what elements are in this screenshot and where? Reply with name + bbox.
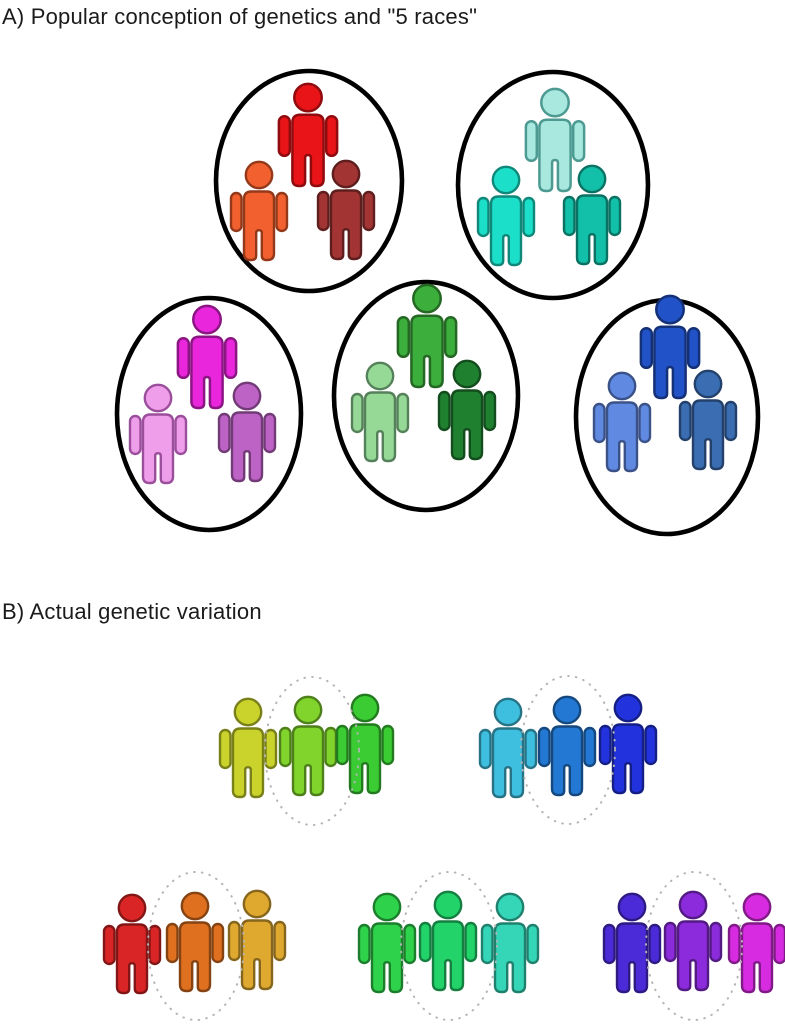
population-blue-cluster [573, 294, 761, 537]
person-icon [478, 697, 538, 799]
person-icon [357, 892, 417, 994]
person-icon [217, 381, 277, 483]
person-icon [437, 359, 497, 461]
person-icon [176, 304, 238, 410]
person-icon [165, 891, 225, 993]
person-icon [128, 383, 188, 485]
dotted-cluster-ellipse [645, 871, 743, 1021]
population-teal-cluster [455, 69, 651, 301]
section-b-title: B) Actual genetic variation [2, 599, 262, 624]
population-green-cluster [331, 279, 521, 513]
population-red-cluster [213, 68, 405, 294]
person-icon [350, 361, 410, 463]
population-indigo-purple-magenta-cluster [602, 871, 785, 1021]
dotted-cluster-ellipse [520, 675, 616, 825]
person-icon [102, 893, 162, 995]
person-icon [524, 87, 586, 193]
person-icon [278, 695, 338, 797]
dotted-cluster-ellipse [147, 871, 245, 1021]
dotted-cluster-ellipse [264, 676, 360, 826]
population-red-orange-gold-cluster [102, 871, 287, 1021]
person-icon [476, 165, 536, 267]
population-yellow-green-cluster [218, 676, 395, 826]
person-icon [277, 82, 339, 188]
person-icon [639, 294, 701, 400]
population-cyan-blue-cluster [478, 675, 658, 825]
section-a-title: A) Popular conception of genetics and "5… [2, 4, 478, 29]
population-green-emerald-turquoise-cluster [357, 871, 540, 1021]
person-icon [592, 371, 652, 473]
person-icon [396, 283, 458, 389]
person-icon [480, 892, 540, 994]
person-icon [598, 693, 658, 795]
person-icon [229, 160, 289, 262]
person-icon [335, 693, 395, 795]
person-icon [562, 164, 622, 266]
person-icon [537, 695, 597, 797]
person-icon [727, 892, 785, 994]
population-magenta-cluster [114, 295, 304, 533]
person-icon [227, 889, 287, 991]
person-icon [602, 892, 662, 994]
person-icon [678, 369, 738, 471]
person-icon [418, 890, 478, 992]
person-icon [218, 697, 278, 799]
person-icon [663, 890, 723, 992]
dotted-cluster-ellipse [400, 871, 498, 1021]
person-icon [316, 159, 376, 261]
